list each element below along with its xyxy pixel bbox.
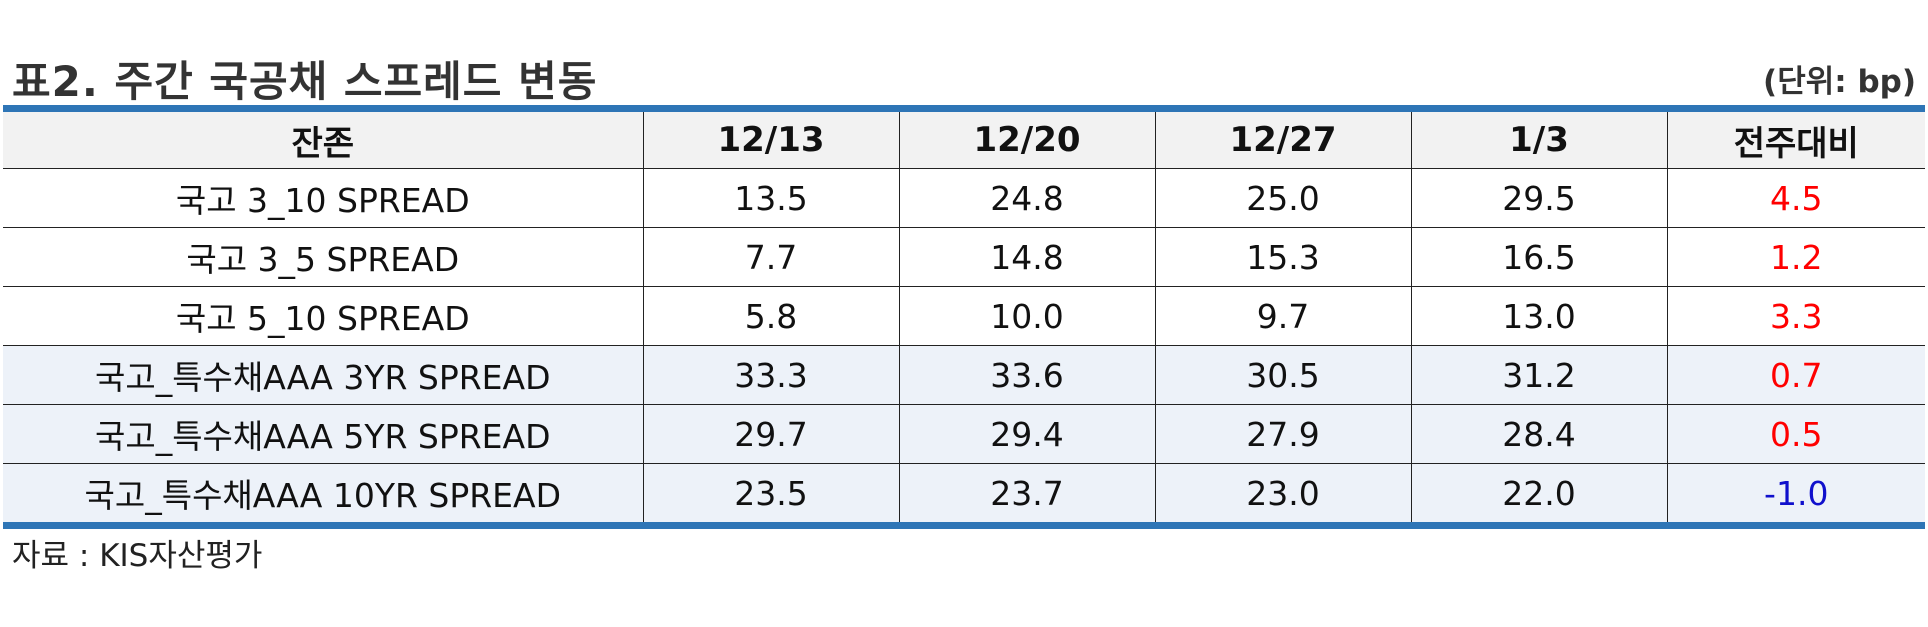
value-cell: 10.0 xyxy=(898,286,1156,346)
row-label: 국고 3_10 SPREAD xyxy=(3,168,644,228)
value-cell: 7.7 xyxy=(642,227,900,287)
value-cell: 33.6 xyxy=(898,345,1156,405)
value-cell: 28.4 xyxy=(1410,404,1668,464)
value-cell: 9.7 xyxy=(1154,286,1412,346)
change-cell: 0.5 xyxy=(1666,404,1925,464)
row-label: 국고_특수채AAA 5YR SPREAD xyxy=(3,404,644,464)
header-cell-date: 12/13 xyxy=(642,112,900,169)
change-cell: 3.3 xyxy=(1666,286,1925,346)
row-label: 국고_특수채AAA 10YR SPREAD xyxy=(3,463,644,522)
value-cell: 15.3 xyxy=(1154,227,1412,287)
value-cell: 23.7 xyxy=(898,463,1156,522)
header-cell-weekly-change: 전주대비 xyxy=(1666,112,1925,169)
header-cell-date: 12/27 xyxy=(1154,112,1412,169)
value-cell: 13.5 xyxy=(642,168,900,228)
row-label: 국고_특수채AAA 3YR SPREAD xyxy=(3,345,644,405)
table-row: 국고 3_10 SPREAD 13.5 24.8 25.0 29.5 4.5 xyxy=(3,168,1925,228)
value-cell: 13.0 xyxy=(1410,286,1668,346)
value-cell: 27.9 xyxy=(1154,404,1412,464)
spread-table: 잔존 12/13 12/20 12/27 1/3 전주대비 국고 3_10 SP… xyxy=(3,112,1925,522)
value-cell: 22.0 xyxy=(1410,463,1668,522)
source-note: 자료 : KIS자산평가 xyxy=(12,538,263,574)
value-cell: 14.8 xyxy=(898,227,1156,287)
value-cell: 24.8 xyxy=(898,168,1156,228)
value-cell: 31.2 xyxy=(1410,345,1668,405)
table-row: 국고 3_5 SPREAD 7.7 14.8 15.3 16.5 1.2 xyxy=(3,227,1925,287)
row-label: 국고 3_5 SPREAD xyxy=(3,227,644,287)
header-cell-maturity: 잔존 xyxy=(3,112,644,169)
table-row: 국고 5_10 SPREAD 5.8 10.0 9.7 13.0 3.3 xyxy=(3,286,1925,346)
table-header-row: 잔존 12/13 12/20 12/27 1/3 전주대비 xyxy=(3,112,1925,169)
value-cell: 5.8 xyxy=(642,286,900,346)
change-cell: 1.2 xyxy=(1666,227,1925,287)
value-cell: 30.5 xyxy=(1154,345,1412,405)
value-cell: 29.5 xyxy=(1410,168,1668,228)
change-cell: 4.5 xyxy=(1666,168,1925,228)
table-title: 표2. 주간 국공채 스프레드 변동 xyxy=(12,57,598,106)
table-row: 국고_특수채AAA 10YR SPREAD 23.5 23.7 23.0 22.… xyxy=(3,463,1925,522)
value-cell: 29.4 xyxy=(898,404,1156,464)
value-cell: 16.5 xyxy=(1410,227,1668,287)
header-cell-date: 1/3 xyxy=(1410,112,1668,169)
value-cell: 25.0 xyxy=(1154,168,1412,228)
change-cell: -1.0 xyxy=(1666,463,1925,522)
value-cell: 33.3 xyxy=(642,345,900,405)
row-label: 국고 5_10 SPREAD xyxy=(3,286,644,346)
table-row: 국고_특수채AAA 5YR SPREAD 29.7 29.4 27.9 28.4… xyxy=(3,404,1925,464)
change-cell: 0.7 xyxy=(1666,345,1925,405)
value-cell: 29.7 xyxy=(642,404,900,464)
header-cell-date: 12/20 xyxy=(898,112,1156,169)
value-cell: 23.0 xyxy=(1154,463,1412,522)
table-row: 국고_특수채AAA 3YR SPREAD 33.3 33.6 30.5 31.2… xyxy=(3,345,1925,405)
unit-label: (단위: bp) xyxy=(1763,64,1916,100)
spread-table-container: 잔존 12/13 12/20 12/27 1/3 전주대비 국고 3_10 SP… xyxy=(3,105,1925,529)
value-cell: 23.5 xyxy=(642,463,900,522)
